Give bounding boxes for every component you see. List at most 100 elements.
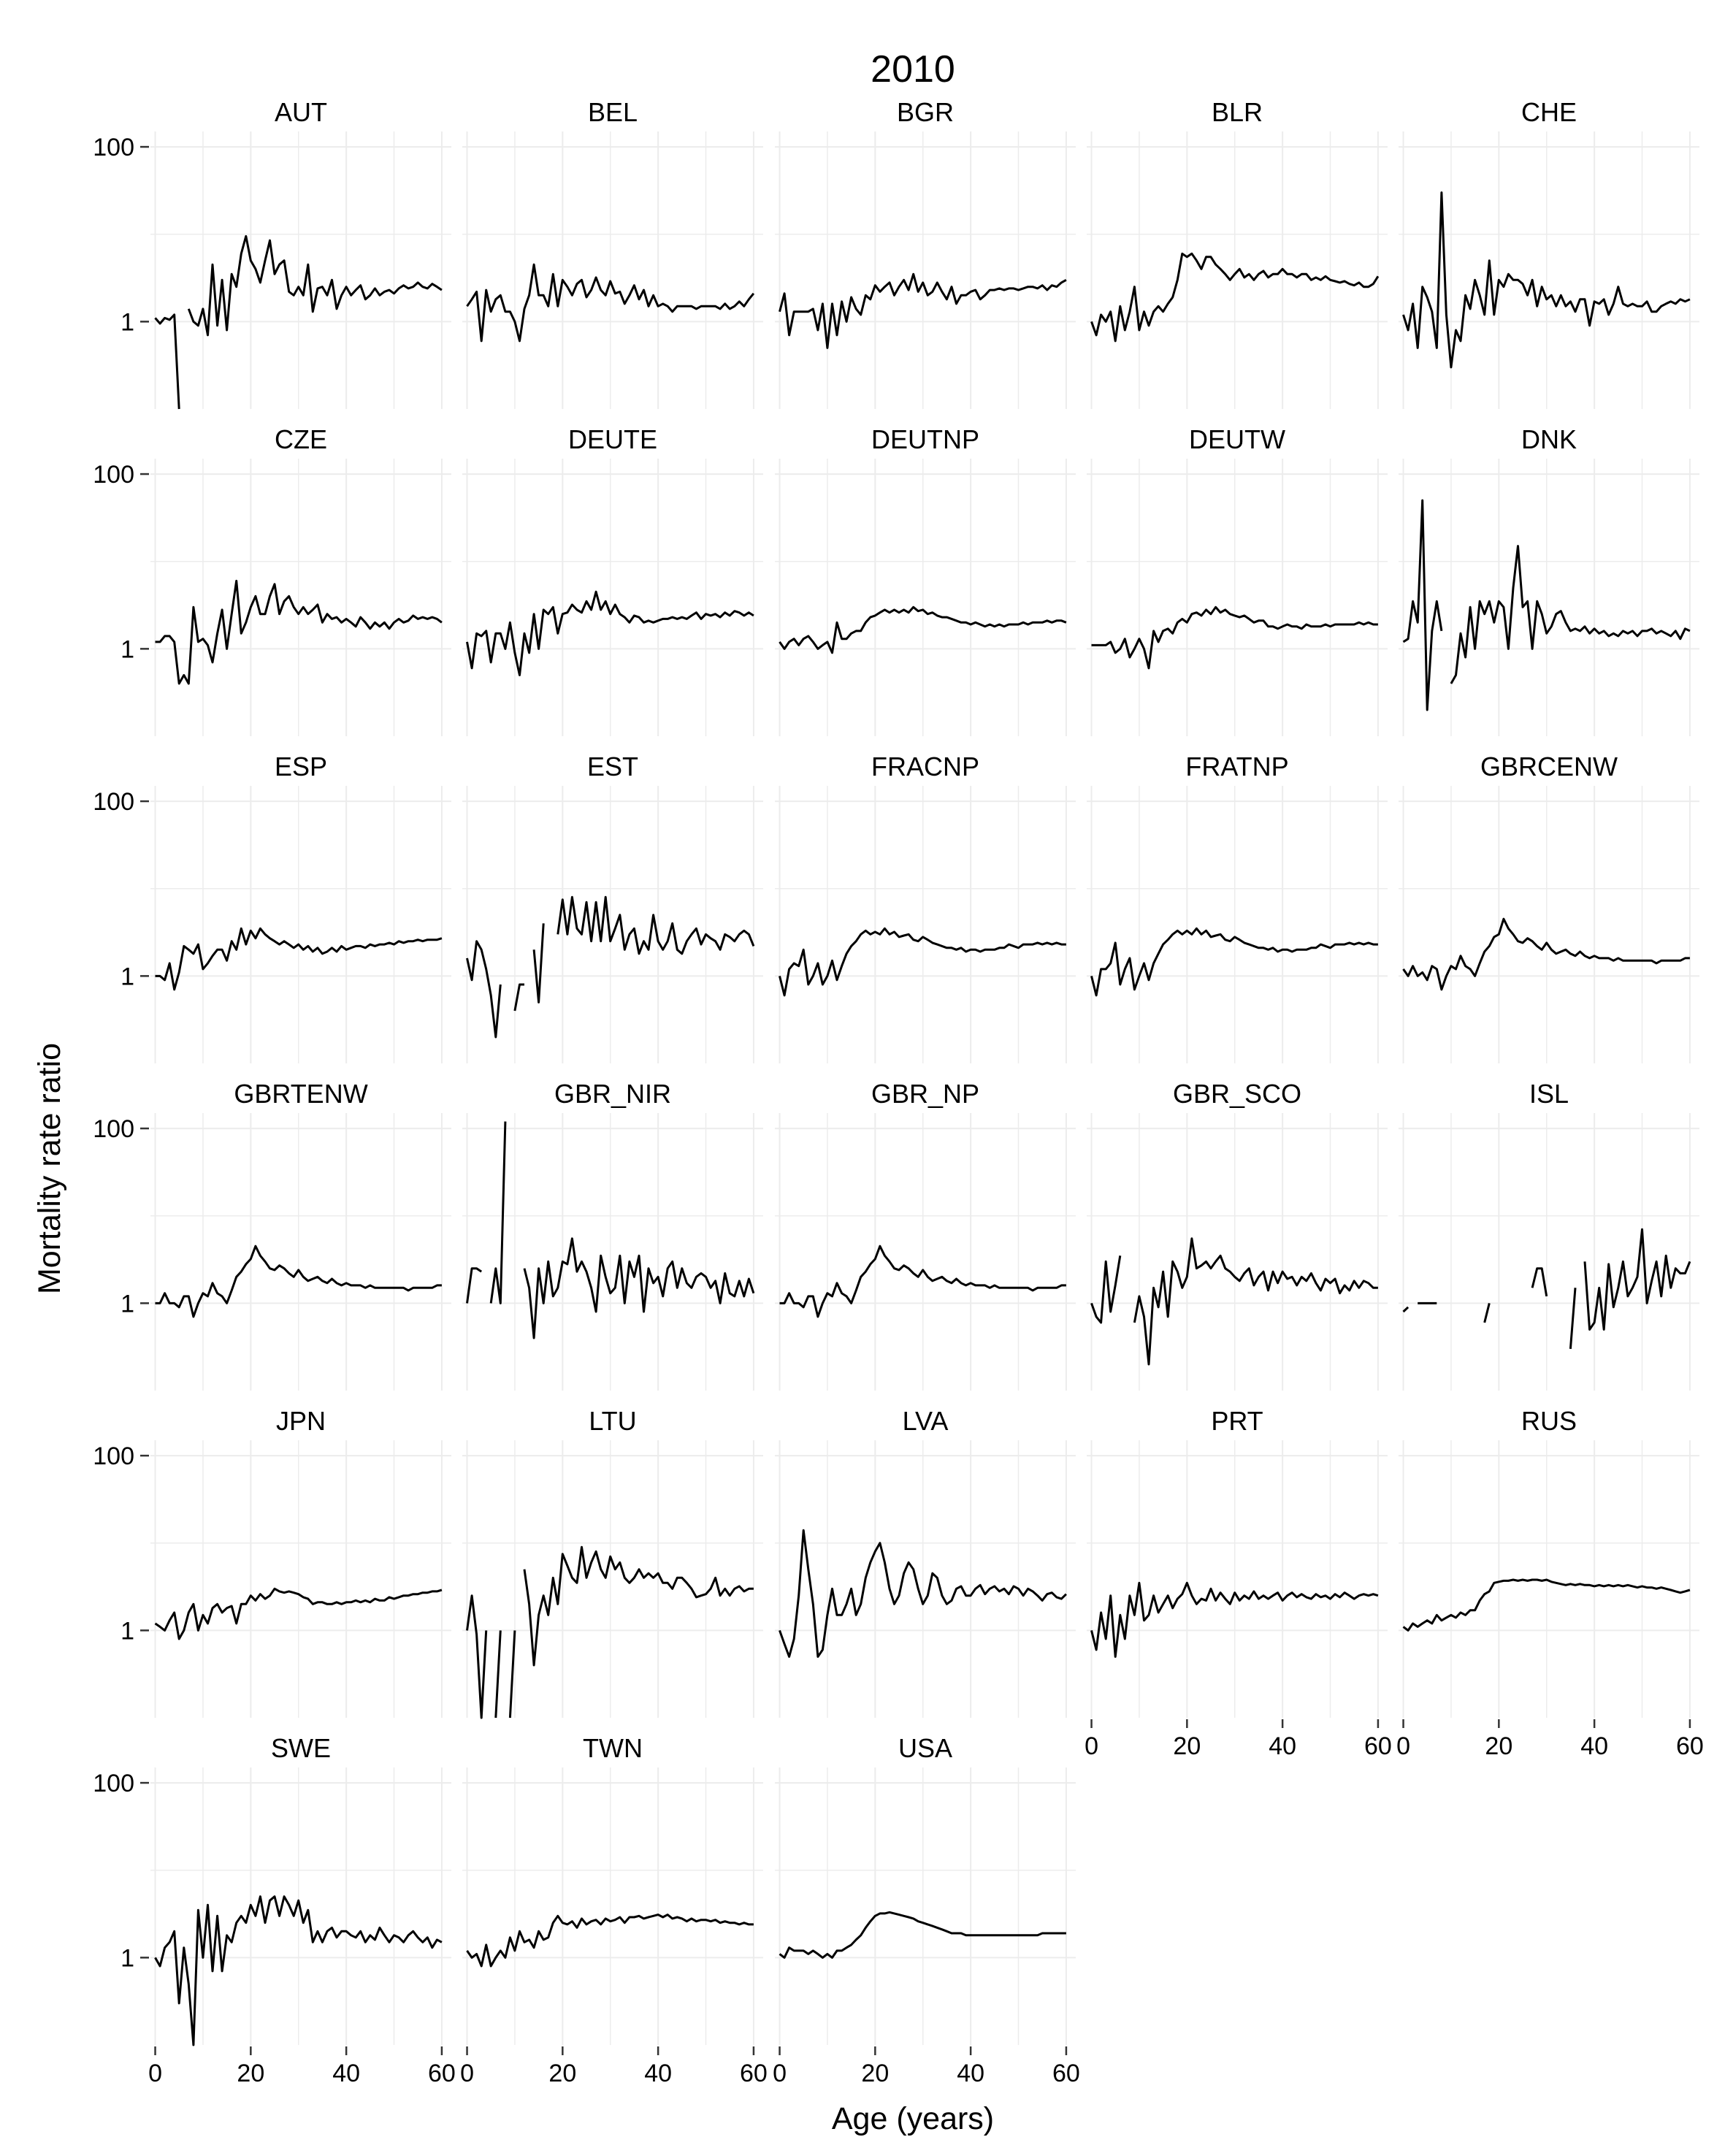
x-tick-label: 40	[1580, 1732, 1608, 1760]
panel-che: CHE	[1399, 97, 1699, 409]
x-tick-label: 20	[237, 2060, 264, 2087]
y-tick-label: 100	[93, 1770, 134, 1797]
panel-deutnp: DEUTNP	[775, 424, 1076, 736]
x-tick-label: 0	[148, 2060, 162, 2087]
y-tick-label: 100	[93, 134, 134, 161]
y-tick-label: 100	[93, 1115, 134, 1143]
series-line-gbr_sco	[1090, 1237, 1378, 1366]
panel-label: FRACNP	[871, 752, 979, 781]
series-line-bel	[466, 263, 755, 343]
series-line-cze	[155, 579, 443, 685]
panel-label: USA	[898, 1733, 952, 1763]
series-line-che	[1402, 191, 1691, 369]
panel-blr: BLR	[1087, 97, 1388, 409]
panel-label: LTU	[589, 1406, 636, 1436]
panel-fracnp: FRACNP	[775, 752, 1076, 1063]
x-tick-label: 0	[1085, 1732, 1098, 1760]
panel-usa: USA 0 20 40 60	[773, 1733, 1080, 2087]
series-line-jpn	[154, 1587, 443, 1640]
panel-dnk: DNK	[1399, 424, 1699, 736]
y-tick-label: 100	[93, 1442, 134, 1470]
series-line-deute	[466, 590, 754, 676]
series-line-esp	[155, 927, 443, 991]
panel-label: SWE	[271, 1733, 331, 1763]
x-tick-label: 0	[460, 2060, 474, 2087]
series-line-dnk	[1402, 499, 1691, 711]
panel-label: EST	[587, 752, 638, 781]
panel-label: RUS	[1521, 1406, 1577, 1436]
series-line-aut	[154, 234, 443, 410]
series-line-fracnp	[779, 927, 1066, 997]
panel-swe: SWE 1 100 0 20 40 60	[93, 1733, 456, 2087]
series-line-gbrcenw	[1402, 917, 1690, 991]
y-tick-label: 1	[121, 1944, 134, 1972]
series-line-usa	[779, 1911, 1066, 1959]
panel-label: BGR	[897, 97, 954, 127]
panel-jpn: JPN 1 100	[93, 1406, 451, 1718]
x-tick-label: 40	[332, 2060, 360, 2087]
y-tick-label: 100	[93, 788, 134, 816]
x-tick-label: 0	[1396, 1732, 1410, 1760]
x-tick-label: 60	[1676, 1732, 1704, 1760]
panel-label: JPN	[276, 1406, 326, 1436]
panel-label: GBRTENW	[234, 1079, 367, 1109]
panel-aut: AUT 1 100	[93, 97, 451, 410]
panel-label: GBR_NIR	[554, 1079, 671, 1109]
panel-label: AUT	[275, 97, 327, 127]
panel-rus: RUS 0 20 40 60	[1396, 1406, 1704, 1760]
y-tick-label: 1	[121, 1617, 134, 1645]
series-line-bgr	[779, 272, 1067, 349]
series-line-blr	[1090, 252, 1380, 343]
series-line-lva	[779, 1529, 1067, 1658]
panel-gbr_sco: GBR_SCO	[1087, 1079, 1388, 1391]
series-line-est	[466, 895, 755, 1039]
panel-gbrtenw: GBRTENW 1 100	[93, 1079, 451, 1391]
x-tick-label: 40	[957, 2060, 984, 2087]
x-tick-label: 60	[1364, 1732, 1392, 1760]
x-tick-label: 20	[861, 2060, 889, 2087]
panel-fratnp: FRATNP	[1087, 752, 1388, 1063]
panel-label: DNK	[1521, 424, 1577, 454]
x-tick-label: 40	[644, 2060, 672, 2087]
series-line-deutnp	[779, 605, 1067, 654]
panel-est: EST	[462, 752, 763, 1063]
series-line-prt	[1090, 1581, 1379, 1658]
x-tick-label: 60	[1052, 2060, 1080, 2087]
chart-title: 2010	[871, 48, 955, 91]
x-tick-label: 20	[548, 2060, 576, 2087]
y-tick-label: 1	[121, 308, 134, 336]
x-tick-label: 0	[773, 2060, 787, 2087]
panel-label: GBR_SCO	[1173, 1079, 1301, 1109]
panel-esp: ESP 1 100	[93, 752, 451, 1063]
panel-isl: ISL	[1399, 1079, 1699, 1391]
panel-label: BLR	[1212, 97, 1263, 127]
panel-label: TWN	[583, 1733, 643, 1763]
panel-deute: DEUTE	[462, 424, 763, 736]
x-tick-label: 20	[1173, 1732, 1201, 1760]
x-tick-label: 60	[740, 2060, 768, 2087]
panel-bel: BEL	[462, 97, 763, 409]
panel-label: GBRCENW	[1480, 752, 1618, 781]
series-line-gbr_nir	[466, 1121, 755, 1339]
panel-label: BEL	[588, 97, 638, 127]
panel-bgr: BGR	[775, 97, 1076, 409]
panel-lva: LVA	[775, 1406, 1076, 1718]
panel-label: ISL	[1529, 1079, 1569, 1109]
x-tick-label: 60	[428, 2060, 456, 2087]
panel-label: LVA	[903, 1406, 949, 1436]
y-tick-label: 100	[93, 461, 134, 489]
panel-label: ESP	[275, 752, 327, 781]
series-line-rus	[1402, 1578, 1691, 1632]
panel-label: DEUTW	[1189, 424, 1285, 454]
series-line-ltu	[466, 1545, 754, 1719]
panel-twn: TWN 0 20 40 60	[460, 1733, 768, 2087]
series-line-twn	[466, 1914, 754, 1968]
panel-prt: PRT 0 20 40 60	[1085, 1406, 1392, 1760]
panel-label: GBR_NP	[871, 1079, 979, 1109]
panel-label: PRT	[1211, 1406, 1263, 1436]
panel-gbr_np: GBR_NP	[775, 1079, 1076, 1391]
panel-deutw: DEUTW	[1087, 424, 1388, 736]
series-line-gbrtenw	[155, 1245, 442, 1318]
